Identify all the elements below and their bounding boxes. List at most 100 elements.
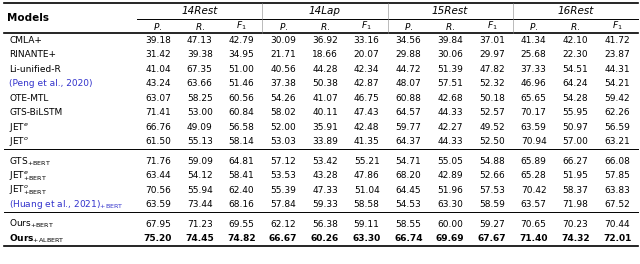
Text: 60.84: 60.84 (228, 108, 254, 117)
Text: 67.67: 67.67 (477, 234, 506, 243)
Text: 18.66: 18.66 (312, 50, 338, 59)
Text: 58.37: 58.37 (563, 186, 588, 195)
Text: $R.$: $R.$ (570, 21, 580, 31)
Text: 62.26: 62.26 (604, 108, 630, 117)
Text: 53.00: 53.00 (187, 108, 212, 117)
Text: 72.01: 72.01 (603, 234, 631, 243)
Text: Ours$_{+\mathrm{ALBERT}}$: Ours$_{+\mathrm{ALBERT}}$ (9, 233, 65, 245)
Text: 66.08: 66.08 (604, 157, 630, 166)
Text: 54.28: 54.28 (563, 94, 588, 103)
Text: 63.21: 63.21 (604, 137, 630, 146)
Text: 54.51: 54.51 (563, 65, 588, 74)
Text: JET$^o_{+\mathrm{BERT}}$: JET$^o_{+\mathrm{BERT}}$ (9, 183, 47, 197)
Text: 55.13: 55.13 (187, 137, 212, 146)
Text: 73.44: 73.44 (187, 200, 212, 209)
Text: 66.27: 66.27 (563, 157, 588, 166)
Text: 74.82: 74.82 (227, 234, 256, 243)
Text: Models: Models (7, 13, 49, 23)
Text: 31.42: 31.42 (145, 50, 171, 59)
Text: 51.00: 51.00 (228, 65, 255, 74)
Text: 37.38: 37.38 (270, 79, 296, 88)
Text: Ours$_{+\mathrm{BERT}}$: Ours$_{+\mathrm{BERT}}$ (9, 218, 54, 230)
Text: 66.67: 66.67 (269, 234, 298, 243)
Text: 42.68: 42.68 (437, 94, 463, 103)
Text: 70.56: 70.56 (145, 186, 171, 195)
Text: 54.12: 54.12 (187, 171, 212, 180)
Text: 41.35: 41.35 (354, 137, 380, 146)
Text: 51.04: 51.04 (354, 186, 380, 195)
Text: 66.76: 66.76 (145, 123, 171, 132)
Text: 59.09: 59.09 (187, 157, 212, 166)
Text: $R.$: $R.$ (445, 21, 455, 31)
Text: 71.40: 71.40 (520, 234, 548, 243)
Text: (Peng et al., 2020): (Peng et al., 2020) (9, 79, 93, 88)
Text: 70.94: 70.94 (521, 137, 547, 146)
Text: 64.37: 64.37 (396, 137, 421, 146)
Text: 36.92: 36.92 (312, 36, 338, 45)
Text: 54.21: 54.21 (604, 79, 630, 88)
Text: 67.95: 67.95 (145, 220, 171, 229)
Text: Li-unified-R: Li-unified-R (9, 65, 61, 74)
Text: CMLA+: CMLA+ (9, 36, 42, 45)
Text: $F_1$: $F_1$ (236, 20, 247, 32)
Text: 54.88: 54.88 (479, 157, 505, 166)
Text: 37.33: 37.33 (521, 65, 547, 74)
Text: 49.52: 49.52 (479, 123, 505, 132)
Text: 68.16: 68.16 (228, 200, 255, 209)
Text: 71.76: 71.76 (145, 157, 171, 166)
Text: 54.53: 54.53 (396, 200, 421, 209)
Text: 25.68: 25.68 (521, 50, 547, 59)
Text: 54.26: 54.26 (271, 94, 296, 103)
Text: 62.40: 62.40 (228, 186, 254, 195)
Text: 58.55: 58.55 (396, 220, 421, 229)
Text: 69.69: 69.69 (436, 234, 465, 243)
Text: 47.86: 47.86 (354, 171, 380, 180)
Text: 56.59: 56.59 (604, 123, 630, 132)
Text: 37.01: 37.01 (479, 36, 505, 45)
Text: 65.65: 65.65 (521, 94, 547, 103)
Text: 63.44: 63.44 (145, 171, 171, 180)
Text: 41.72: 41.72 (604, 36, 630, 45)
Text: 42.48: 42.48 (354, 123, 380, 132)
Text: 41.34: 41.34 (521, 36, 547, 45)
Text: 56.58: 56.58 (228, 123, 255, 132)
Text: 23.87: 23.87 (604, 50, 630, 59)
Text: 75.20: 75.20 (144, 234, 172, 243)
Text: 63.30: 63.30 (353, 234, 381, 243)
Text: 63.30: 63.30 (437, 200, 463, 209)
Text: 42.10: 42.10 (563, 36, 588, 45)
Text: 59.11: 59.11 (354, 220, 380, 229)
Text: 50.97: 50.97 (563, 123, 588, 132)
Text: 40.11: 40.11 (312, 108, 338, 117)
Text: 52.57: 52.57 (479, 108, 505, 117)
Text: 46.96: 46.96 (521, 79, 547, 88)
Text: 69.55: 69.55 (228, 220, 255, 229)
Text: 65.28: 65.28 (521, 171, 547, 180)
Text: GTS$_{+\mathrm{BERT}}$: GTS$_{+\mathrm{BERT}}$ (9, 155, 51, 167)
Text: 29.88: 29.88 (396, 50, 421, 59)
Text: 61.50: 61.50 (145, 137, 171, 146)
Text: 55.95: 55.95 (563, 108, 588, 117)
Text: 63.59: 63.59 (521, 123, 547, 132)
Text: 58.59: 58.59 (479, 200, 505, 209)
Text: 50.18: 50.18 (479, 94, 505, 103)
Text: 58.58: 58.58 (354, 200, 380, 209)
Text: 60.56: 60.56 (228, 94, 255, 103)
Text: 53.53: 53.53 (270, 171, 296, 180)
Text: 70.17: 70.17 (521, 108, 547, 117)
Text: 43.28: 43.28 (312, 171, 338, 180)
Text: $P.$: $P.$ (278, 21, 288, 31)
Text: 16Rest: 16Rest (557, 6, 593, 16)
Text: 63.07: 63.07 (145, 94, 171, 103)
Text: $P.$: $P.$ (529, 21, 538, 31)
Text: 53.03: 53.03 (270, 137, 296, 146)
Text: $P.$: $P.$ (404, 21, 413, 31)
Text: 63.83: 63.83 (604, 186, 630, 195)
Text: 58.14: 58.14 (228, 137, 254, 146)
Text: 51.96: 51.96 (437, 186, 463, 195)
Text: 42.87: 42.87 (354, 79, 380, 88)
Text: JET$^o$: JET$^o$ (9, 135, 29, 148)
Text: 47.82: 47.82 (479, 65, 505, 74)
Text: 67.35: 67.35 (187, 65, 212, 74)
Text: 42.27: 42.27 (437, 123, 463, 132)
